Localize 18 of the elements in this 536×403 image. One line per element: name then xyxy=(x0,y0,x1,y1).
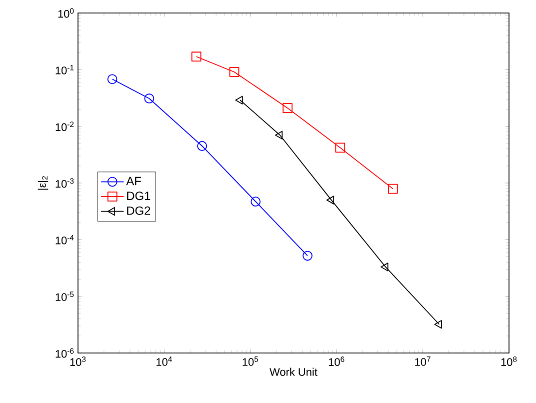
y-tick-label: 10$^{-5}$ xyxy=(56,292,74,302)
x-tick-label: 10$^{4}$ xyxy=(156,356,172,366)
legend-label: AF xyxy=(126,176,141,186)
x-tick-label: 10$^{3}$ xyxy=(70,356,86,366)
x-tick-label: 10$^{8}$ xyxy=(501,356,517,366)
y-tick-label: 10$^{-1}$ xyxy=(56,64,74,74)
y-tick-label: 10$^{-3}$ xyxy=(56,178,74,188)
y-tick-label: 10$^{0}$ xyxy=(58,8,74,18)
y-tick-label: 10$^{-6}$ xyxy=(56,348,74,358)
y-tick-label: 10$^{-4}$ xyxy=(56,234,74,244)
y-axis-title: |ε|$_{2}$ xyxy=(38,176,48,190)
x-tick-label: 10$^{7}$ xyxy=(415,356,430,366)
legend-label: DG1 xyxy=(127,192,150,200)
y-tick-label: 10$^{-2}$ xyxy=(56,122,74,132)
legend-label: DG2 xyxy=(127,206,150,215)
x-axis-title: Work Unit xyxy=(270,368,318,376)
x-tick-label: 10$^{5}$ xyxy=(242,356,258,366)
x-tick-label: 10$^{6}$ xyxy=(328,356,344,366)
